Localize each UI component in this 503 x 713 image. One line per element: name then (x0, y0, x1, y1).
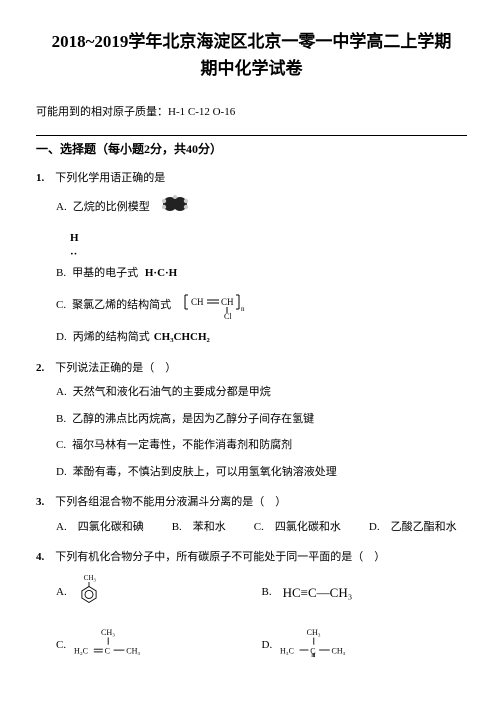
q1-b-formula: H·C·H (145, 267, 177, 279)
q4-opt-a: A. CH₃ (56, 574, 262, 612)
svg-text:CH: CH (221, 297, 234, 307)
q1-d-formula: CH₃CHCH₂ (154, 329, 210, 346)
question-1: 1. 下列化学用语正确的是 A.乙烷的比例模型 H·· B.甲基的电子式 H·C… (36, 170, 467, 346)
question-4: 4. 下列有机化合物分子中，所有碳原子不可能处于同一平面的是（ ） A. CH₃… (36, 549, 467, 665)
section-1-header: 一、选择题（每小题2分，共40分） (36, 140, 467, 158)
q3-opt-a: A. 四氯化碳和碘 (56, 519, 144, 536)
svg-text:CH₃: CH₃ (307, 628, 321, 637)
svg-text:Cl: Cl (224, 312, 232, 319)
q1-opt-a: A.乙烷的比例模型 (56, 194, 467, 220)
svg-text:H: H (311, 652, 316, 659)
q2-options: A.天然气和液化石油气的主要成分都是甲烷 B.乙醇的沸点比丙烷高，是因为乙醇分子… (36, 384, 467, 480)
q4-stem: 4. 下列有机化合物分子中，所有碳原子不可能处于同一平面的是（ ） (36, 549, 467, 566)
q3-opt-c: C. 四氯化碳和水 (254, 519, 341, 536)
title-line2: 期中化学试卷 (36, 55, 467, 82)
q4-opt-c: C. CH₃ H₂C C CH₃ (56, 625, 262, 665)
q4-b-formula: HC≡C—CH₃ (283, 583, 353, 603)
q3-options: A. 四氯化碳和碘 B. 苯和水 C. 四氯化碳和水 D. 乙酸乙酯和水 (36, 519, 467, 536)
svg-text:H₃C: H₃C (280, 647, 294, 656)
q2-opt-d: D.苯酚有毒，不慎沾到皮肤上，可以用氢氧化钠溶液处理 (56, 464, 467, 481)
question-3: 3. 下列各组混合物不能用分液漏斗分离的是（ ） A. 四氯化碳和碘 B. 苯和… (36, 494, 467, 535)
q1-opt-b: H·· B.甲基的电子式 H·C·H (56, 230, 467, 282)
exam-title: 2018~2019学年北京海淀区北京一零一中学高二上学期 期中化学试卷 (36, 28, 467, 82)
q2-opt-c: C.福尔马林有一定毒性，不能作消毒剂和防腐剂 (56, 437, 467, 454)
q1-options: A.乙烷的比例模型 H·· B.甲基的电子式 H·C·H C.聚氯乙烯的结构简式 (36, 194, 467, 346)
question-2: 2. 下列说法正确的是（ ） A.天然气和液化石油气的主要成分都是甲烷 B.乙醇… (36, 360, 467, 481)
q2-stem: 2. 下列说法正确的是（ ） (36, 360, 467, 377)
q3-opt-b: B. 苯和水 (172, 519, 226, 536)
pvc-structure-icon: CH CH n Cl (179, 291, 259, 319)
svg-text:CH₃: CH₃ (126, 647, 140, 656)
ethane-model-icon (158, 194, 192, 220)
atomic-mass-note: 可能用到的相对原子质量：H-1 C-12 O-16 (36, 104, 467, 121)
q3-opt-d: D. 乙酸乙酯和水 (369, 519, 457, 536)
svg-text:C: C (105, 647, 110, 656)
svg-text:H₂C: H₂C (74, 647, 88, 656)
q2-opt-b: B.乙醇的沸点比丙烷高，是因为乙醇分子间存在氢键 (56, 411, 467, 428)
q1-opt-d: D.丙烯的结构简式 CH₃CHCH₂ (56, 329, 467, 346)
toluene-structure-icon: CH₃ (75, 574, 103, 612)
q3-stem: 3. 下列各组混合物不能用分液漏斗分离的是（ ） (36, 494, 467, 511)
separator-line (36, 135, 467, 136)
q2-opt-a: A.天然气和液化石油气的主要成分都是甲烷 (56, 384, 467, 401)
svg-text:n: n (241, 305, 245, 313)
svg-text:CH₃: CH₃ (83, 574, 96, 582)
svg-text:CH: CH (191, 297, 204, 307)
q1-opt-c: C.聚氯乙烯的结构简式 CH CH n Cl (56, 291, 467, 319)
isobutene-structure-icon: CH₃ H₂C C CH₃ (74, 625, 164, 665)
title-line1: 2018~2019学年北京海淀区北京一零一中学高二上学期 (36, 28, 467, 55)
q1-stem: 1. 下列化学用语正确的是 (36, 170, 467, 187)
svg-text:CH₃: CH₃ (101, 628, 115, 637)
svg-text:CH₃: CH₃ (332, 647, 346, 656)
isobutane-structure-icon: CH₃ H₃C C CH₃ H (280, 625, 360, 665)
q4-options: A. CH₃ B. HC≡C—CH₃ C. CH₃ H₂C (36, 574, 467, 665)
q4-opt-d: D. CH₃ H₃C C CH₃ H (262, 625, 468, 665)
q4-opt-b: B. HC≡C—CH₃ (262, 574, 468, 612)
